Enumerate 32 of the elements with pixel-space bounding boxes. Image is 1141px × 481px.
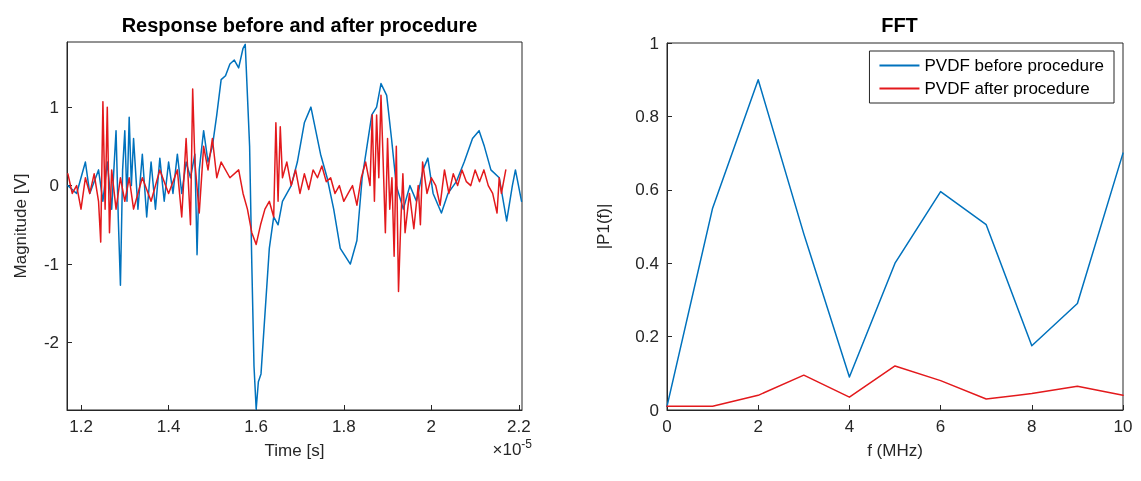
y-tick-label: 0 [49, 176, 59, 196]
line-series [67, 43, 523, 410]
x-tick-label: 2 [753, 417, 763, 436]
x-axis-title: f (MHz) [867, 441, 923, 460]
y-tick-label: 0.4 [635, 253, 659, 273]
x-tick-label: 1.2 [69, 417, 93, 436]
legend-label: PVDF after procedure [924, 79, 1090, 98]
y-axis-title: |P1(f)| [594, 203, 613, 250]
x-tick-label: 2.2 [507, 417, 531, 436]
x-tick-label: 1.6 [244, 417, 268, 436]
y-tick-label: 1 [49, 97, 59, 117]
y-tick-label: 0.8 [635, 106, 659, 126]
x-tick-label: 10 [1113, 417, 1133, 436]
x-tick-label: 1.8 [331, 417, 356, 436]
x-tick-label: 2 [426, 417, 437, 436]
y-tick-label: 1 [649, 33, 659, 53]
y-tick-label: -1 [43, 254, 59, 274]
chart-title: FFT [881, 14, 918, 36]
x-axis-title: Time [s] [264, 441, 325, 460]
y-tick-label: 0.2 [635, 327, 659, 347]
line-series [67, 88, 507, 293]
x-tick-label: 0 [662, 417, 672, 436]
x-tick-label: 4 [844, 417, 855, 436]
chart-title: Response before and after procedure [121, 14, 478, 36]
y-tick-label: 0.6 [635, 180, 659, 200]
x-tick-label: 6 [935, 417, 946, 436]
x-tick-label: 8 [1027, 417, 1037, 436]
y-tick-label: 0 [649, 400, 659, 420]
x-tick-label: 1.4 [156, 417, 181, 436]
y-axis-title: Magnitude [V] [11, 173, 30, 279]
y-tick-label: -2 [43, 333, 59, 353]
legend-label: PVDF before procedure [924, 56, 1105, 75]
